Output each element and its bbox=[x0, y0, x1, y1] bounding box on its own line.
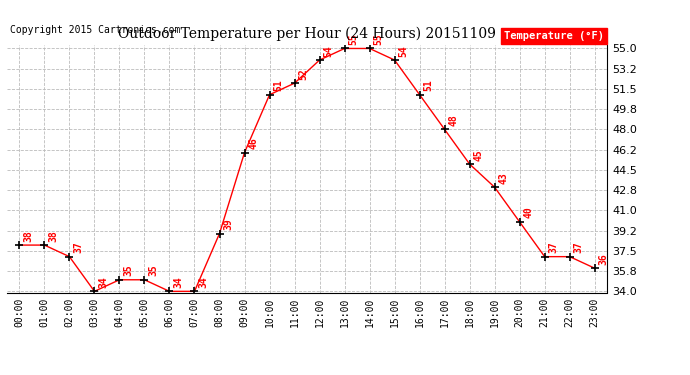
Text: 55: 55 bbox=[348, 33, 358, 45]
Text: 38: 38 bbox=[23, 230, 33, 242]
Text: 48: 48 bbox=[448, 114, 458, 126]
Text: 34: 34 bbox=[198, 276, 208, 288]
Text: 45: 45 bbox=[473, 149, 484, 160]
Point bbox=[89, 288, 100, 294]
Point bbox=[464, 161, 475, 167]
Point bbox=[39, 242, 50, 248]
Text: 35: 35 bbox=[148, 264, 158, 276]
Text: 46: 46 bbox=[248, 137, 258, 149]
Text: 37: 37 bbox=[549, 242, 558, 253]
Point bbox=[314, 57, 325, 63]
Point bbox=[289, 80, 300, 86]
Text: 34: 34 bbox=[173, 276, 184, 288]
Text: 38: 38 bbox=[48, 230, 58, 242]
Point bbox=[514, 219, 525, 225]
Text: 54: 54 bbox=[398, 45, 408, 57]
Text: 37: 37 bbox=[573, 242, 584, 253]
Point bbox=[114, 277, 125, 283]
Point bbox=[364, 45, 375, 51]
Point bbox=[339, 45, 350, 51]
Text: 39: 39 bbox=[224, 218, 233, 230]
Text: 40: 40 bbox=[524, 207, 533, 219]
Text: Temperature (°F): Temperature (°F) bbox=[504, 31, 604, 41]
Point bbox=[164, 288, 175, 294]
Text: 36: 36 bbox=[598, 253, 609, 265]
Text: 43: 43 bbox=[498, 172, 509, 184]
Point bbox=[189, 288, 200, 294]
Text: 34: 34 bbox=[98, 276, 108, 288]
Point bbox=[14, 242, 25, 248]
Text: 52: 52 bbox=[298, 68, 308, 80]
Point bbox=[589, 265, 600, 271]
Point bbox=[564, 254, 575, 260]
Point bbox=[539, 254, 550, 260]
Text: 37: 37 bbox=[73, 242, 83, 253]
Point bbox=[239, 150, 250, 156]
Point bbox=[264, 92, 275, 98]
Text: 51: 51 bbox=[424, 80, 433, 91]
Point bbox=[64, 254, 75, 260]
Point bbox=[139, 277, 150, 283]
Text: 54: 54 bbox=[324, 45, 333, 57]
Point bbox=[414, 92, 425, 98]
Point bbox=[489, 184, 500, 190]
Point bbox=[439, 126, 450, 132]
Point bbox=[214, 231, 225, 237]
Text: 55: 55 bbox=[373, 33, 384, 45]
Point bbox=[389, 57, 400, 63]
Title: Outdoor Temperature per Hour (24 Hours) 20151109: Outdoor Temperature per Hour (24 Hours) … bbox=[118, 27, 496, 41]
Text: 35: 35 bbox=[124, 264, 133, 276]
Text: Copyright 2015 Cartronics.com: Copyright 2015 Cartronics.com bbox=[10, 25, 180, 35]
Text: 51: 51 bbox=[273, 80, 284, 91]
